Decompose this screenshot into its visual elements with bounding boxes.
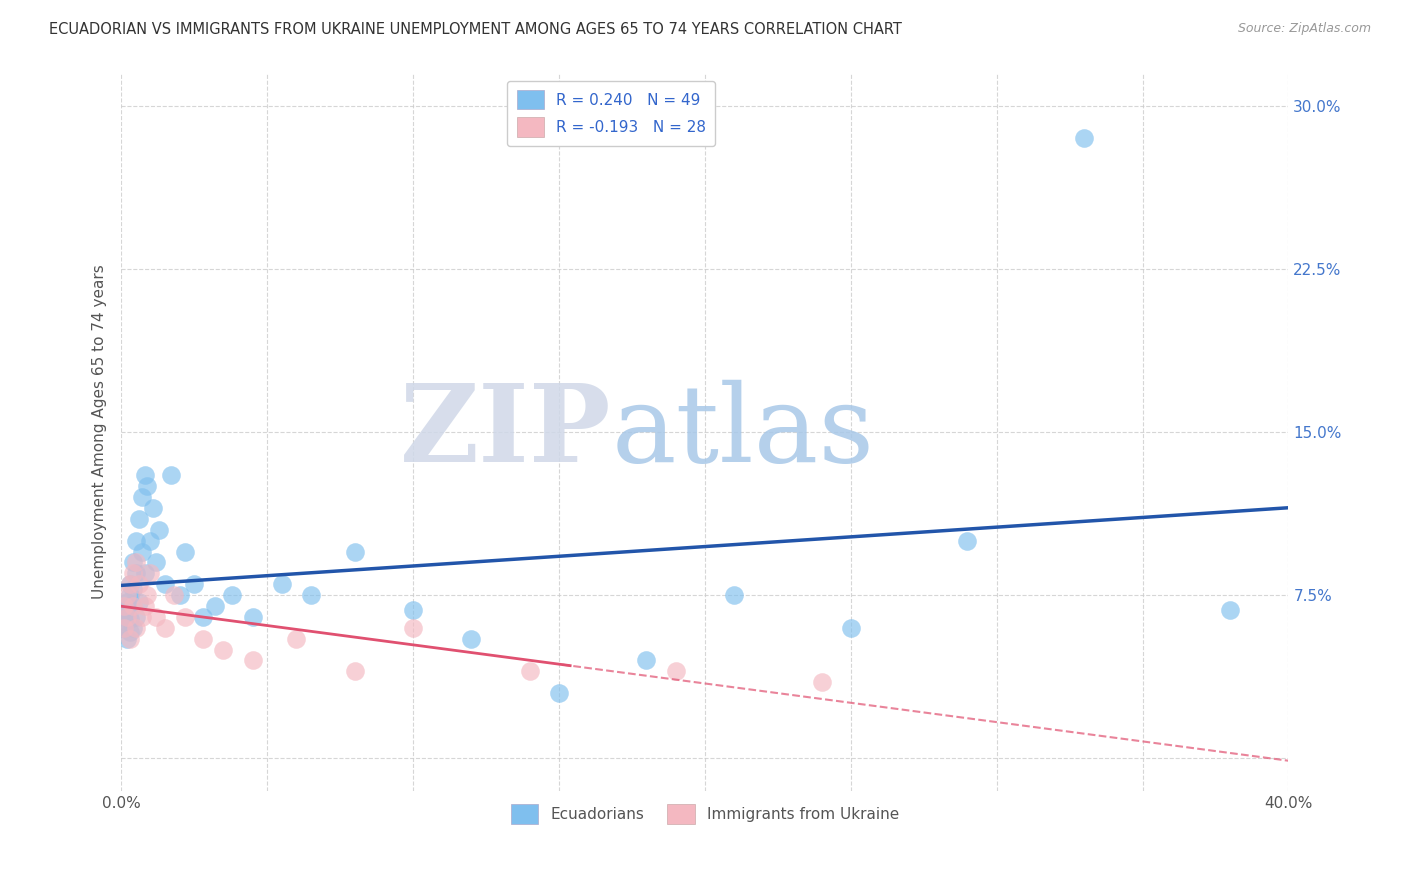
Point xyxy=(134,566,156,581)
Point xyxy=(115,610,138,624)
Point xyxy=(221,588,243,602)
Point xyxy=(145,556,167,570)
Point xyxy=(174,544,197,558)
Point xyxy=(299,588,322,602)
Point xyxy=(115,595,138,609)
Text: ECUADORIAN VS IMMIGRANTS FROM UKRAINE UNEMPLOYMENT AMONG AGES 65 TO 74 YEARS COR: ECUADORIAN VS IMMIGRANTS FROM UKRAINE UN… xyxy=(49,22,903,37)
Point xyxy=(125,621,148,635)
Point xyxy=(142,501,165,516)
Point xyxy=(519,665,541,679)
Point xyxy=(128,577,150,591)
Point xyxy=(125,533,148,548)
Point xyxy=(118,577,141,591)
Point xyxy=(285,632,308,646)
Point xyxy=(131,544,153,558)
Point xyxy=(956,533,979,548)
Point xyxy=(112,621,135,635)
Point xyxy=(112,621,135,635)
Point xyxy=(125,566,148,581)
Point xyxy=(118,632,141,646)
Point xyxy=(128,512,150,526)
Point xyxy=(122,621,145,635)
Point xyxy=(242,653,264,667)
Point xyxy=(122,556,145,570)
Point xyxy=(125,556,148,570)
Point xyxy=(136,479,159,493)
Point xyxy=(636,653,658,667)
Point xyxy=(204,599,226,613)
Point xyxy=(115,610,138,624)
Point xyxy=(343,665,366,679)
Point xyxy=(1073,131,1095,145)
Point xyxy=(139,533,162,548)
Point xyxy=(548,686,571,700)
Point xyxy=(122,566,145,581)
Point xyxy=(839,621,862,635)
Point xyxy=(212,642,235,657)
Point xyxy=(112,603,135,617)
Point xyxy=(125,610,148,624)
Point xyxy=(1219,603,1241,617)
Point xyxy=(183,577,205,591)
Point xyxy=(191,632,214,646)
Point xyxy=(131,610,153,624)
Point xyxy=(343,544,366,558)
Text: atlas: atlas xyxy=(612,379,875,484)
Point xyxy=(118,588,141,602)
Point xyxy=(115,599,138,613)
Point xyxy=(460,632,482,646)
Y-axis label: Unemployment Among Ages 65 to 74 years: Unemployment Among Ages 65 to 74 years xyxy=(93,265,107,599)
Point xyxy=(145,610,167,624)
Point xyxy=(665,665,688,679)
Point xyxy=(723,588,745,602)
Text: ZIP: ZIP xyxy=(399,379,612,485)
Point xyxy=(115,632,138,646)
Point xyxy=(128,595,150,609)
Point xyxy=(148,523,170,537)
Legend: Ecuadorians, Immigrants from Ukraine: Ecuadorians, Immigrants from Ukraine xyxy=(505,798,905,830)
Text: Source: ZipAtlas.com: Source: ZipAtlas.com xyxy=(1237,22,1371,36)
Point xyxy=(139,566,162,581)
Point xyxy=(112,614,135,628)
Point xyxy=(115,588,138,602)
Point xyxy=(134,468,156,483)
Point xyxy=(191,610,214,624)
Point xyxy=(153,621,176,635)
Point xyxy=(153,577,176,591)
Point xyxy=(122,599,145,613)
Point xyxy=(134,599,156,613)
Point xyxy=(810,675,832,690)
Point xyxy=(136,588,159,602)
Point xyxy=(169,588,191,602)
Point xyxy=(402,621,425,635)
Point xyxy=(174,610,197,624)
Point xyxy=(270,577,292,591)
Point xyxy=(118,625,141,640)
Point xyxy=(131,490,153,504)
Point xyxy=(118,577,141,591)
Point xyxy=(118,612,141,626)
Point xyxy=(122,582,145,596)
Point xyxy=(242,610,264,624)
Point xyxy=(159,468,181,483)
Point xyxy=(402,603,425,617)
Point xyxy=(112,599,135,613)
Point xyxy=(163,588,186,602)
